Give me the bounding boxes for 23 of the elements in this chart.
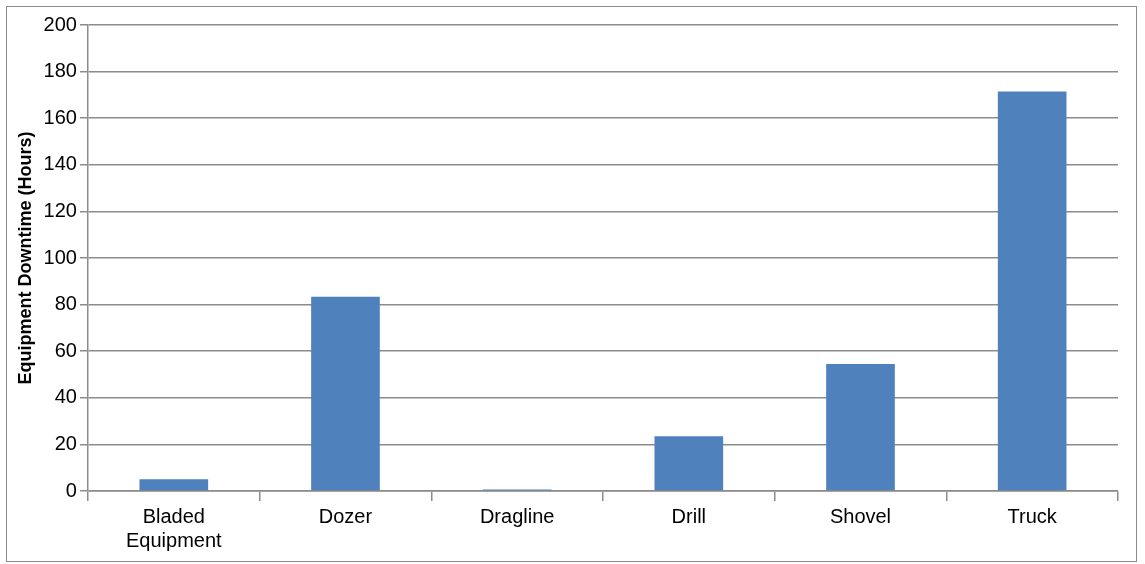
x-tick-label: Truck bbox=[1007, 504, 1058, 527]
y-tick-label: 200 bbox=[43, 12, 77, 35]
y-tick-label: 80 bbox=[54, 292, 77, 315]
y-axis-title: Equipment Downtime (Hours) bbox=[14, 131, 35, 385]
y-tick-label: 40 bbox=[54, 385, 77, 408]
y-tick-label: 60 bbox=[54, 338, 77, 361]
bar bbox=[139, 479, 209, 491]
bar bbox=[997, 91, 1067, 491]
y-tick-label: 160 bbox=[43, 105, 77, 128]
y-tick-label: 180 bbox=[43, 59, 77, 82]
bar bbox=[654, 436, 724, 491]
x-tick-label: Dozer bbox=[318, 504, 373, 527]
y-tick-label: 100 bbox=[43, 245, 77, 268]
y-tick-label: 20 bbox=[54, 431, 77, 454]
x-tick-label: Bladed Equipment bbox=[125, 504, 223, 551]
x-tick-label: Shovel bbox=[829, 504, 892, 527]
x-tick-label: Drill bbox=[671, 504, 707, 527]
x-tick-label: Dragline bbox=[479, 504, 555, 527]
bar bbox=[826, 364, 895, 491]
bar bbox=[311, 296, 380, 491]
y-tick-label: 140 bbox=[43, 152, 77, 175]
y-tick-label: 0 bbox=[65, 478, 77, 501]
y-tick-label: 120 bbox=[43, 198, 77, 221]
